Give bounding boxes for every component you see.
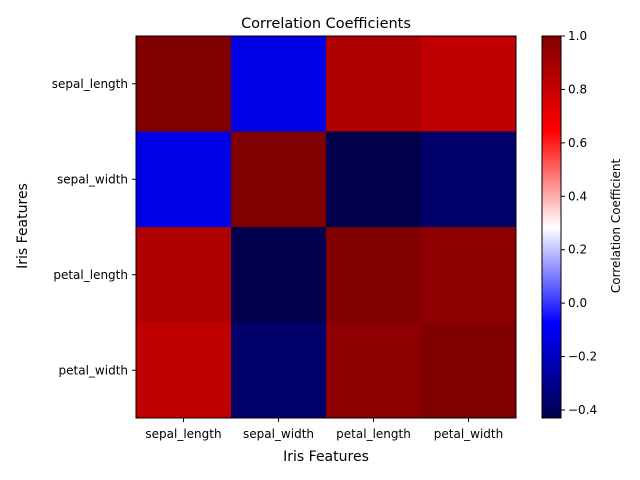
heatmap-cell — [231, 36, 327, 132]
x-tick-label: petal_length — [336, 427, 411, 441]
colorbar-tick-label: −0.2 — [568, 350, 597, 364]
heatmap-cell — [421, 227, 517, 323]
y-tick-label: petal_length — [53, 268, 128, 282]
heatmap-cell — [421, 36, 517, 132]
x-axis-ticks: sepal_length sepal_width petal_length petal… — [145, 418, 503, 441]
colorbar — [541, 35, 562, 419]
chart-title: Correlation Coefficients — [241, 16, 411, 32]
heatmap-cell — [326, 227, 422, 323]
colorbar-tick-label: 0.0 — [568, 296, 587, 310]
y-tick-label: sepal_length — [52, 77, 128, 91]
y-tick-label: sepal_width — [57, 172, 128, 186]
x-tick-label: petal_width — [434, 427, 503, 441]
heatmap-cell — [136, 36, 232, 132]
x-tick-label: sepal_width — [243, 427, 314, 441]
colorbar-tick-label: 0.2 — [568, 243, 587, 257]
heatmap-cell — [326, 131, 422, 228]
colorbar-ticks: −0.4 −0.2 0.0 0.2 0.4 0.6 0.8 1.0 — [561, 29, 597, 417]
heatmap-cell — [421, 131, 517, 228]
colorbar-tick-label: 0.8 — [568, 82, 587, 96]
plot-frame — [135, 35, 517, 419]
heatmap-cells — [136, 36, 517, 419]
y-tick-label: petal_width — [59, 363, 128, 377]
heatmap-cell — [231, 322, 327, 419]
colorbar-tick-label: 1.0 — [568, 29, 587, 43]
y-axis-label: Iris Features — [15, 183, 31, 269]
colorbar-tick-label: −0.4 — [568, 403, 597, 417]
heatmap-cell — [136, 131, 232, 228]
heatmap-cell — [136, 322, 232, 419]
heatmap-cell — [231, 131, 327, 228]
y-axis-ticks: sepal_length sepal_width petal_lengthpetal… — [52, 77, 136, 377]
heatmap-cell — [326, 322, 422, 419]
colorbar-tick-label: 0.6 — [568, 136, 587, 150]
heatmap-cell — [421, 322, 517, 419]
colorbar-tick-label: 0.4 — [568, 189, 587, 203]
x-axis-label: Iris Features — [283, 449, 369, 465]
colorbar-label: Correlation Coefficient — [609, 159, 623, 294]
x-tick-label: sepal_length — [145, 427, 221, 441]
heatmap-cell — [326, 36, 422, 132]
heatmap-cell — [136, 227, 232, 323]
heatmap-cell — [231, 227, 327, 323]
